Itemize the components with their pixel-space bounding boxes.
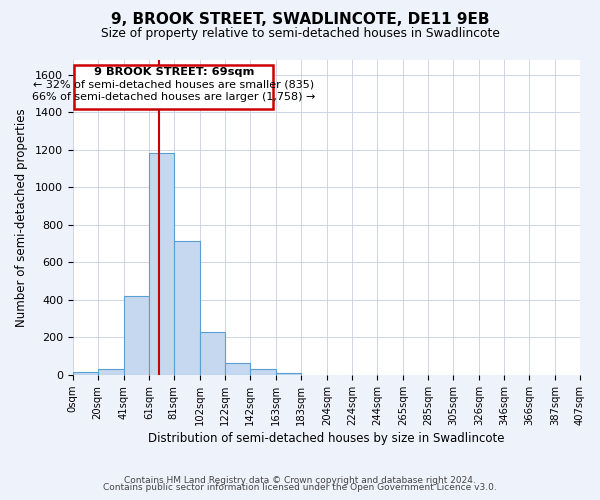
Text: 9 BROOK STREET: 69sqm: 9 BROOK STREET: 69sqm [94,67,254,77]
Bar [225,363,250,375]
Bar [276,373,301,375]
Bar [98,370,124,375]
Text: 66% of semi-detached houses are larger (1,758) →: 66% of semi-detached houses are larger (… [32,92,316,102]
Y-axis label: Number of semi-detached properties: Number of semi-detached properties [15,108,28,327]
X-axis label: Distribution of semi-detached houses by size in Swadlincote: Distribution of semi-detached houses by … [148,432,505,445]
Text: Contains HM Land Registry data © Crown copyright and database right 2024.: Contains HM Land Registry data © Crown c… [124,476,476,485]
Text: 9, BROOK STREET, SWADLINCOTE, DE11 9EB: 9, BROOK STREET, SWADLINCOTE, DE11 9EB [111,12,489,28]
Text: Contains public sector information licensed under the Open Government Licence v3: Contains public sector information licen… [103,484,497,492]
Bar [200,332,225,375]
Text: ← 32% of semi-detached houses are smaller (835): ← 32% of semi-detached houses are smalle… [33,80,314,90]
Bar [73,372,98,375]
Bar [250,370,276,375]
Bar [174,241,200,375]
FancyBboxPatch shape [74,64,274,108]
Bar [124,296,149,375]
Text: Size of property relative to semi-detached houses in Swadlincote: Size of property relative to semi-detach… [101,28,499,40]
Bar [149,153,174,375]
